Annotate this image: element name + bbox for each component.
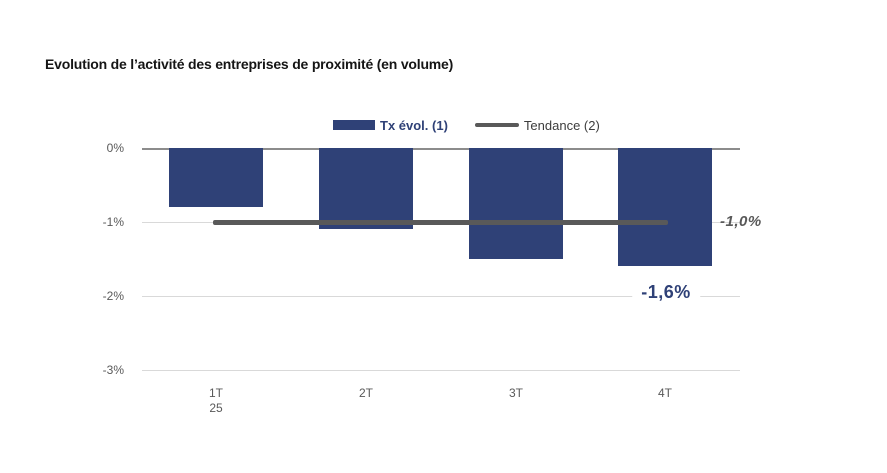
gridline-minus3pct — [142, 370, 740, 371]
legend: Tx évol. (1) Tendance (2) — [333, 115, 600, 135]
xtick-1T-quarter: 1T — [208, 386, 223, 400]
bar-4T — [618, 148, 712, 267]
bar-3T — [469, 148, 563, 259]
legend-series2-label: Tendance (2) — [523, 117, 600, 133]
legend-bar-swatch-icon — [333, 120, 375, 130]
trend-value-label: -1,0% — [720, 213, 762, 230]
xtick-4T: 4T — [657, 386, 672, 400]
xtick-3T: 3T — [508, 386, 523, 400]
ytick-3: -3% — [102, 363, 124, 377]
xtick-1T: 1T 25 — [176, 386, 256, 416]
axis-line-0pct — [142, 148, 740, 150]
ytick-0: 0% — [106, 141, 124, 155]
ytick-2: -2% — [102, 289, 124, 303]
bar4-value-label: -1,6% — [632, 282, 700, 303]
trend-line — [213, 219, 668, 225]
bar-1T25 — [169, 148, 263, 208]
bar-2T — [319, 148, 413, 230]
legend-line-swatch-icon — [474, 123, 519, 127]
chart-title: Evolution de l’activité des entreprises … — [45, 56, 454, 72]
ytick-1: -1% — [102, 215, 124, 229]
gridline-minus2pct — [142, 296, 740, 297]
xtick-1T-year: 25 — [209, 401, 223, 415]
legend-series1-label: Tx évol. (1) — [380, 117, 448, 133]
xtick-2T: 2T — [358, 386, 373, 400]
